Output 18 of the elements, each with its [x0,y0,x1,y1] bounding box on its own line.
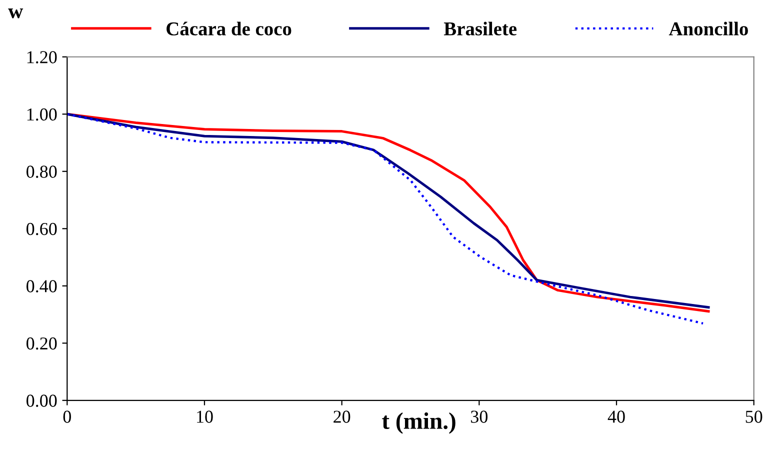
x-tick-label: 30 [471,410,488,423]
x-tick-label: 20 [334,410,350,423]
y-tick-label: 0.60 [26,222,57,236]
x-axis-title: t (min.) [382,412,456,434]
y-axis-title: w [8,8,24,18]
x-tick-label: 50 [746,410,762,423]
y-tick-label: 0.40 [26,280,57,292]
x-tick-label: 40 [608,410,625,423]
x-tick-label: 0 [63,410,71,423]
y-tick-label: 0.20 [26,337,57,350]
y-tick-label: 1.00 [27,108,57,121]
legend-label: Brasilete [444,22,517,36]
y-tick-label: 0.00 [26,394,57,407]
y-tick-label: 1.20 [27,51,57,64]
x-tick-label: 10 [197,410,213,423]
legend-label: Anoncillo [668,22,748,36]
y-tick-label: 0.80 [26,166,57,178]
legend-label: Cácara de coco [166,22,292,36]
